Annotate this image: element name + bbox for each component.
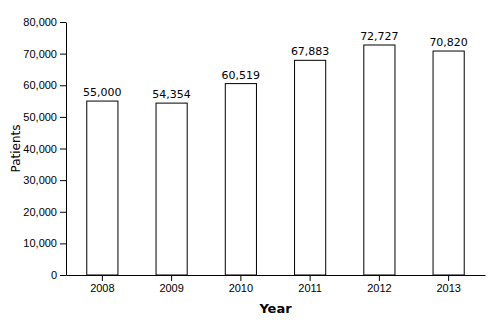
y-tick: 20,000: [23, 206, 66, 218]
chart: 2008 2009 2010 2011 2012 2013 0 10,000 20,000 30,…: [0, 0, 500, 323]
x-tick-mark: [102, 275, 103, 281]
data-label: 67,883: [291, 45, 330, 58]
y-tick-label: 0: [51, 269, 57, 281]
bar: [87, 101, 118, 275]
x-tick-mark: [240, 275, 241, 281]
x-tick: 2012: [367, 275, 391, 294]
bars: [87, 45, 464, 275]
y-tick: 60,000: [23, 79, 66, 91]
y-tick-label: 20,000: [23, 206, 57, 218]
x-tick: 2008: [90, 275, 114, 294]
x-tick-label: 2013: [436, 282, 460, 294]
bar: [225, 84, 256, 275]
x-tick-label: 2009: [159, 282, 183, 294]
y-axis-line: [66, 23, 67, 276]
data-label: 60,519: [222, 69, 260, 82]
y-tick-mark: [60, 212, 66, 213]
bar: [364, 45, 395, 275]
x-tick: 2010: [229, 275, 253, 294]
data-label: 72,727: [360, 30, 399, 43]
x-axis: 2008 2009 2010 2011 2012 2013: [67, 275, 486, 294]
data-label: 70,820: [429, 36, 468, 49]
y-tick-mark: [60, 180, 66, 181]
y-tick-mark: [60, 85, 66, 86]
x-axis-title: Year: [258, 301, 292, 316]
y-tick: 70,000: [23, 48, 66, 60]
y-tick-label: 40,000: [23, 143, 57, 155]
y-tick-mark: [60, 275, 66, 276]
y-tick-label: 10,000: [23, 237, 57, 249]
y-tick: 30,000: [23, 174, 66, 186]
bar: [295, 60, 326, 275]
y-tick-mark: [60, 22, 66, 23]
y-tick-mark: [60, 149, 66, 150]
x-tick-label: 2008: [90, 282, 114, 294]
y-axis: 0 10,000 20,000 30,000 40,000 50,000 60,000 70,…: [23, 16, 66, 281]
data-label: 54,354: [152, 88, 191, 101]
x-tick-mark: [448, 275, 449, 281]
x-tick: 2011: [298, 275, 322, 294]
x-tick-mark: [310, 275, 311, 281]
y-tick-label: 30,000: [23, 174, 57, 186]
y-tick-label: 60,000: [23, 79, 57, 91]
bar: [156, 103, 187, 275]
y-tick: 50,000: [23, 111, 66, 123]
y-tick: 10,000: [23, 237, 66, 249]
y-tick-label: 70,000: [23, 48, 57, 60]
y-tick: 40,000: [23, 143, 66, 155]
y-tick-mark: [60, 117, 66, 118]
y-axis-title: Patients: [9, 124, 23, 172]
x-tick: 2009: [159, 275, 183, 294]
bar: [433, 51, 464, 275]
y-tick: 80,000: [23, 16, 66, 28]
x-tick-label: 2011: [298, 282, 322, 294]
y-tick: 0: [51, 269, 66, 281]
y-tick-label: 50,000: [23, 111, 57, 123]
x-tick-mark: [171, 275, 172, 281]
y-tick-label: 80,000: [23, 16, 57, 28]
data-label: 55,000: [83, 86, 122, 99]
x-tick-label: 2010: [229, 282, 253, 294]
y-tick-mark: [60, 54, 66, 55]
plot: 2008 2009 2010 2011 2012 2013 0 10,000 20,000 30,…: [23, 16, 485, 294]
x-tick: 2013: [436, 275, 460, 294]
y-tick-mark: [60, 243, 66, 244]
data-labels: 55,000 54,354 60,519 67,883 72,727 70,820: [83, 30, 468, 101]
x-tick-label: 2012: [367, 282, 391, 294]
x-axis-line: [67, 275, 486, 276]
x-tick-mark: [379, 275, 380, 281]
